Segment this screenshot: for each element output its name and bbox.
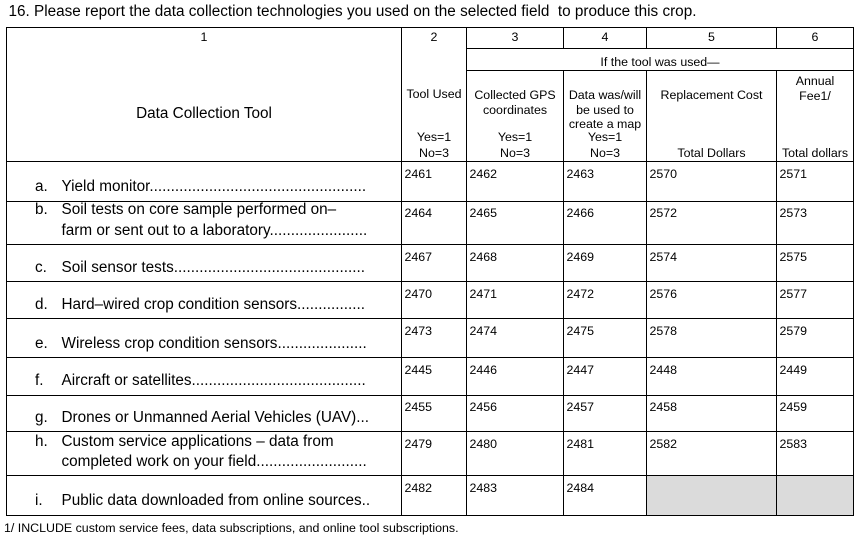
col6-number: 6 <box>776 27 854 49</box>
col6-unit: Total dollars <box>781 145 849 160</box>
row-i-replacement-cost-cell-shaded <box>646 475 777 516</box>
table-row-d: d. Hard–wired crop condition sensors.....… <box>6 281 854 320</box>
row-c-replacement-cost-cell[interactable]: 2574 <box>646 244 777 283</box>
question-title: 16. Please report the data collection te… <box>8 3 697 21</box>
row-a-tool-used-cell[interactable]: 2461 <box>401 161 467 202</box>
row-e-label: e. Wireless crop condition sensors.......… <box>6 318 402 359</box>
col4-yesno: Yes=1 No=3 <box>587 130 623 160</box>
group-header-if-tool-used: If the tool was used— <box>466 47 854 72</box>
header-label-row: Collected GPS coordinates Yes=1 No=3 Data … <box>7 70 854 163</box>
col3-yesno: Yes=1 No=3 <box>497 130 533 160</box>
row-i-label: i. Public data downloaded from online sou… <box>6 475 402 516</box>
row-h-tool-used-cell[interactable]: 2479 <box>401 431 467 477</box>
row-f-label: f. Aircraft or satellites................… <box>6 357 402 396</box>
row-b-replacement-cost-cell[interactable]: 2572 <box>646 200 777 246</box>
row-g-tool-used-cell[interactable]: 2455 <box>401 394 467 433</box>
row-i-gps-cell[interactable]: 2483 <box>466 475 564 516</box>
row-c-tool-used-cell[interactable]: 2467 <box>401 244 467 283</box>
table-row-i: i. Public data downloaded from online sou… <box>6 475 854 516</box>
row-e-replacement-cost-cell[interactable]: 2578 <box>646 318 777 359</box>
row-a-annual-fee-cell[interactable]: 2571 <box>776 161 854 202</box>
row-h-replacement-cost-cell[interactable]: 2582 <box>646 431 777 477</box>
row-g-map-cell[interactable]: 2457 <box>563 394 647 433</box>
row-f-tool-used-cell[interactable]: 2445 <box>401 357 467 396</box>
header-col3-gps: Collected GPS coordinates Yes=1 No=3 <box>466 70 564 163</box>
table-row-g: g. Drones or Unmanned Aerial Vehicles (UA… <box>6 394 854 433</box>
col3-label: Collected GPS coordinates <box>474 88 556 117</box>
row-a-gps-cell[interactable]: 2462 <box>466 161 564 202</box>
row-b-label: b. Soil tests on core sample performed on… <box>6 200 402 246</box>
row-a-replacement-cost-cell[interactable]: 2570 <box>646 161 777 202</box>
row-g-gps-cell[interactable]: 2456 <box>466 394 564 433</box>
row-h-map-cell[interactable]: 2481 <box>563 431 647 477</box>
col3-number: 3 <box>466 27 564 49</box>
row-d-replacement-cost-cell[interactable]: 2576 <box>646 281 777 320</box>
row-e-gps-cell[interactable]: 2474 <box>466 318 564 359</box>
row-b-tool-used-cell[interactable]: 2464 <box>401 200 467 246</box>
table-row-e: e. Wireless crop condition sensors.......… <box>6 318 854 359</box>
col5-label: Replacement Cost <box>660 88 763 103</box>
col6-label: Annual Fee1/ <box>795 74 835 103</box>
header-col4-map: Data was/will be used to create a map Yes=… <box>563 70 647 163</box>
table-row-c: c. Soil sensor tests.....................… <box>6 244 854 283</box>
col4-number: 4 <box>563 27 647 49</box>
row-i-tool-used-cell[interactable]: 2482 <box>401 475 467 516</box>
table-row-h: h. Custom service applications – data fro… <box>6 431 854 477</box>
row-a-label: a. Yield monitor.........................… <box>6 161 402 202</box>
row-h-gps-cell[interactable]: 2480 <box>466 431 564 477</box>
row-g-replacement-cost-cell[interactable]: 2458 <box>646 394 777 433</box>
row-b-map-cell[interactable]: 2466 <box>563 200 647 246</box>
col1-number: 1 <box>200 30 208 45</box>
row-a-map-cell[interactable]: 2463 <box>563 161 647 202</box>
row-b-gps-cell[interactable]: 2465 <box>466 200 564 246</box>
row-e-tool-used-cell[interactable]: 2473 <box>401 318 467 359</box>
row-f-gps-cell[interactable]: 2446 <box>466 357 564 396</box>
header-col5-replacement-cost: Replacement Cost Total Dollars <box>646 70 777 163</box>
row-c-map-cell[interactable]: 2469 <box>563 244 647 283</box>
table-row-a: a. Yield monitor.........................… <box>6 161 854 202</box>
row-g-annual-fee-cell[interactable]: 2459 <box>776 394 854 433</box>
row-h-annual-fee-cell[interactable]: 2583 <box>776 431 854 477</box>
row-d-gps-cell[interactable]: 2471 <box>466 281 564 320</box>
row-f-annual-fee-cell[interactable]: 2449 <box>776 357 854 396</box>
row-g-label: g. Drones or Unmanned Aerial Vehicles (UA… <box>6 394 402 433</box>
row-e-annual-fee-cell[interactable]: 2579 <box>776 318 854 359</box>
header-col1-data-collection-tool: 1 Data Collection Tool <box>6 26 402 163</box>
row-d-annual-fee-cell[interactable]: 2577 <box>776 281 854 320</box>
row-d-label: d. Hard–wired crop condition sensors.....… <box>6 281 402 320</box>
table-row-f: f. Aircraft or satellites................… <box>6 357 854 396</box>
header-col2-tool-used: 2 Tool Used Yes=1 No=3 <box>401 26 467 163</box>
col1-label: Data Collection Tool <box>136 105 272 123</box>
data-collection-table: 1 Data Collection Tool 2 Tool Used Yes=1… <box>6 26 854 516</box>
footnote: 1/ INCLUDE custom service fees, data sub… <box>4 521 459 535</box>
col4-label: Data was/will be used to create a map <box>568 88 642 132</box>
col2-label: Tool Used <box>406 87 462 102</box>
header-col6-annual-fee: Annual Fee1/ Total dollars <box>776 70 854 163</box>
row-c-label: c. Soil sensor tests.....................… <box>6 244 402 283</box>
col2-number: 2 <box>430 30 438 45</box>
col5-unit: Total Dollars <box>677 145 746 160</box>
row-h-label: h. Custom service applications – data fro… <box>6 431 402 477</box>
row-f-map-cell[interactable]: 2447 <box>563 357 647 396</box>
table-row-b: b. Soil tests on core sample performed on… <box>6 200 854 246</box>
row-d-tool-used-cell[interactable]: 2470 <box>401 281 467 320</box>
row-d-map-cell[interactable]: 2472 <box>563 281 647 320</box>
row-e-map-cell[interactable]: 2475 <box>563 318 647 359</box>
row-f-replacement-cost-cell[interactable]: 2448 <box>646 357 777 396</box>
row-c-annual-fee-cell[interactable]: 2575 <box>776 244 854 283</box>
col2-yesno: Yes=1 No=3 <box>416 130 452 160</box>
row-i-map-cell[interactable]: 2484 <box>563 475 647 516</box>
row-c-gps-cell[interactable]: 2468 <box>466 244 564 283</box>
col5-number: 5 <box>646 27 777 49</box>
row-i-annual-fee-cell-shaded <box>776 475 854 516</box>
header-number-row: 1 Data Collection Tool 2 Tool Used Yes=1… <box>6 26 854 163</box>
row-b-annual-fee-cell[interactable]: 2573 <box>776 200 854 246</box>
